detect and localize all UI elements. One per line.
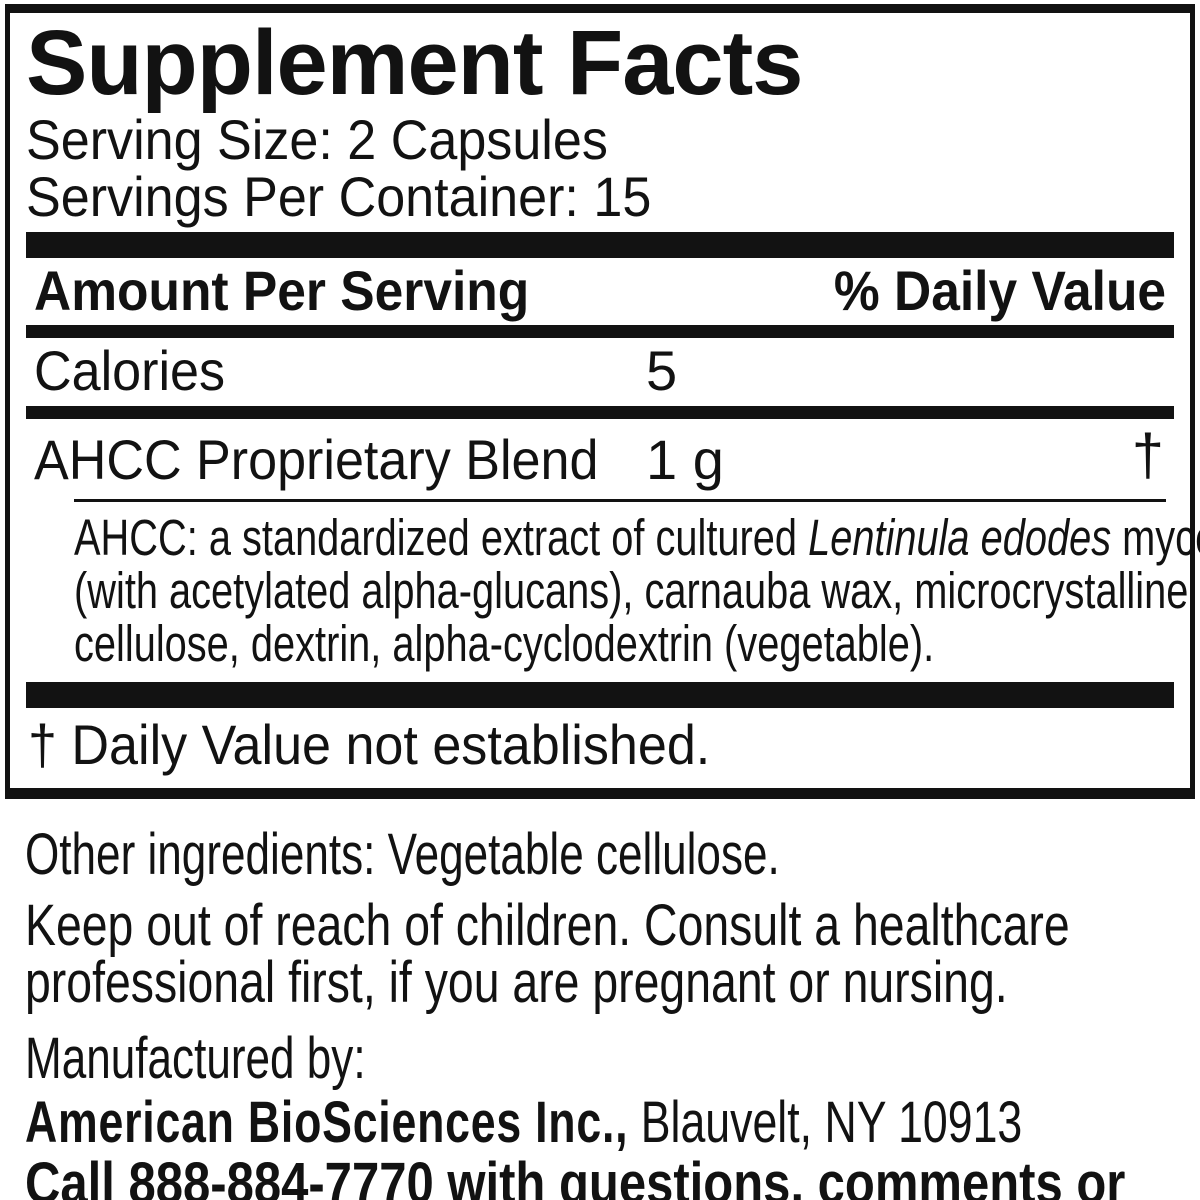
manufacturer-location: Blauvelt, NY 10913 (628, 1090, 1023, 1155)
blend-description: AHCC: a standardized extract of cultured… (74, 509, 1200, 672)
blend-underline (74, 499, 1166, 502)
blend-description-line-1: AHCC: a standardized extract of cultured… (74, 509, 1200, 566)
manufacturer-name: American BioSciences Inc., (25, 1090, 629, 1155)
other-ingredients: Other ingredients: Vegetable cellulose. (25, 822, 780, 887)
manufactured-by-label: Manufactured by: (25, 1026, 366, 1091)
servings-per-container: Servings Per Container: 15 (26, 165, 652, 228)
supplement-label-page: Supplement Facts Serving Size: 2 Capsule… (0, 4, 1200, 1200)
description-text-pre: AHCC: a standardized extract of cultured (74, 509, 809, 566)
supplement-facts-panel: Supplement Facts Serving Size: 2 Capsule… (5, 4, 1200, 799)
calories-row: Calories 5 (26, 338, 1174, 406)
calories-amount: 5 (646, 339, 678, 402)
calories-label: Calories (34, 339, 226, 402)
panel-title: Supplement Facts (26, 12, 803, 114)
blend-row: AHCC Proprietary Blend 1 g † (26, 427, 1174, 495)
daily-value-footnote: † Daily Value not established. (26, 708, 1174, 780)
description-text-post: mycelia, (1122, 509, 1200, 566)
species-name-italic: Lentinula edodes (808, 509, 1112, 566)
thick-divider-top (26, 232, 1174, 258)
label-lower-text: Other ingredients: Vegetable cellulose. … (0, 825, 1200, 1200)
row-divider-1 (26, 325, 1174, 338)
column-header-row: Amount Per Serving % Daily Value (26, 258, 1174, 325)
amount-per-serving-header: Amount Per Serving (34, 259, 530, 322)
blend-description-line-3: cellulose, dextrin, alpha-cyclodextrin (… (74, 615, 935, 672)
blend-label: AHCC Proprietary Blend (34, 428, 599, 491)
daily-value-footnote-text: † Daily Value not established. (28, 713, 711, 776)
warning-text: Keep out of reach of children. Consult a… (25, 893, 1070, 1015)
thick-divider-bottom (26, 682, 1174, 708)
manufacturer-line: American BioSciences Inc., Blauvelt, NY … (25, 1090, 1022, 1155)
serving-size: Serving Size: 2 Capsules (26, 108, 608, 171)
row-divider-2 (26, 406, 1174, 419)
blend-description-line-2: (with acetylated alpha-glucans), carnaub… (74, 562, 1189, 619)
daily-value-header: % Daily Value (833, 259, 1166, 322)
blend-daily-value-dagger: † (1131, 423, 1164, 488)
blend-amount: 1 g (646, 428, 724, 491)
contact-text: Call 888-884-7770 with questions, commen… (25, 1151, 1126, 1200)
